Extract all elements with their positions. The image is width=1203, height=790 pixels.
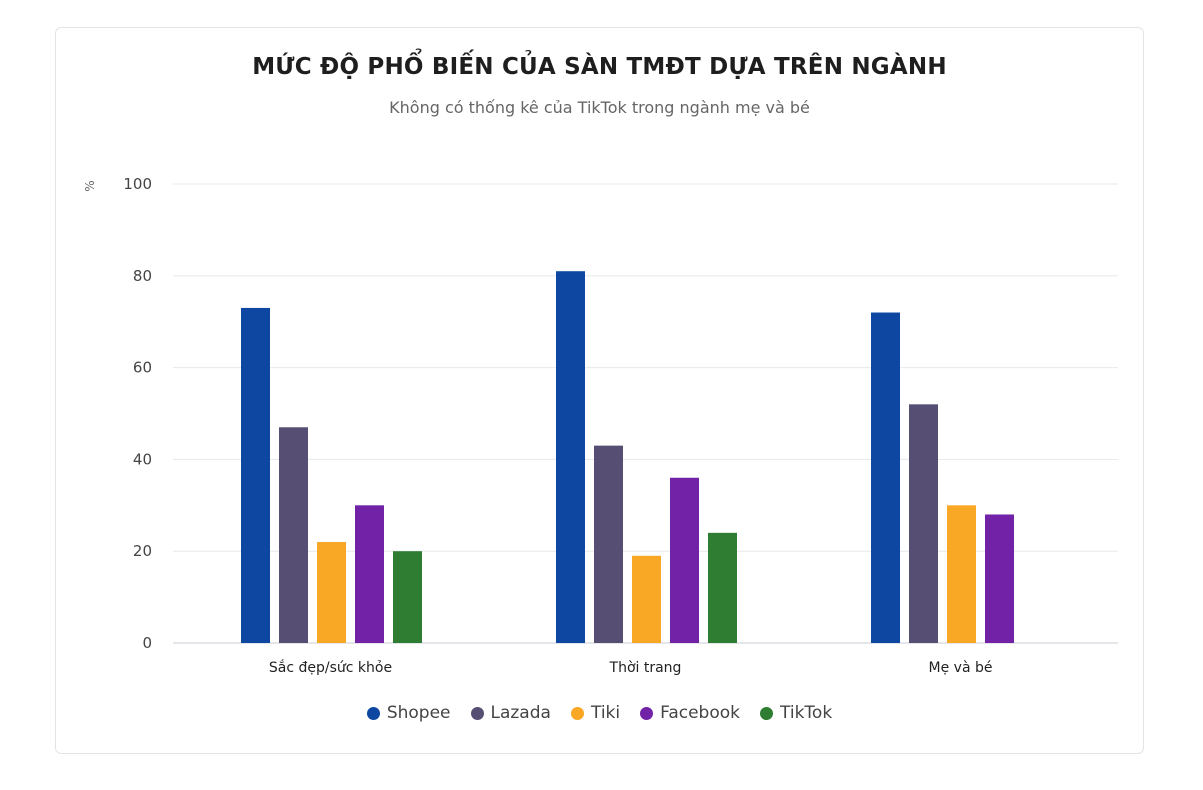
legend: Shopee Lazada Tiki Facebook TikTok (56, 703, 1143, 723)
legend-marker-icon (570, 706, 584, 720)
x-tick-label: Mẹ và bé (929, 660, 993, 676)
y-tick-label: 0 (142, 634, 152, 652)
legend-label: TikTok (780, 703, 833, 723)
y-tick-label: 20 (133, 542, 152, 560)
bar-shopee[interactable] (556, 271, 585, 643)
y-tick-label: 40 (133, 450, 152, 468)
y-tick-label: 100 (123, 175, 152, 193)
bar-facebook[interactable] (355, 505, 384, 643)
bar-tiki[interactable] (317, 542, 346, 643)
legend-marker-icon (640, 706, 654, 720)
y-tick-label: 80 (133, 267, 152, 285)
legend-label: Shopee (386, 703, 451, 723)
bar-facebook[interactable] (985, 514, 1014, 643)
y-axis-unit: % (83, 180, 97, 191)
bar-tiki[interactable] (947, 505, 976, 643)
chart-subtitle: Không có thống kê của TikTok trong ngành… (389, 98, 810, 117)
legend-marker-icon (366, 706, 380, 720)
legend-item-shopee[interactable]: Shopee (366, 703, 451, 723)
legend-marker-icon (470, 706, 484, 720)
legend-item-facebook[interactable]: Facebook (640, 703, 740, 723)
bar-tiktok[interactable] (708, 532, 737, 643)
chart-title: MỨC ĐỘ PHỔ BIẾN CỦA SÀN TMĐT DỰA TRÊN NG… (252, 54, 947, 80)
legend-item-tiktok[interactable]: TikTok (760, 703, 832, 723)
legend-label: Tiki (590, 703, 621, 723)
chart-card: MỨC ĐỘ PHỔ BIẾN CỦA SÀN TMĐT DỰA TRÊN NG… (55, 27, 1144, 754)
bar-tiki[interactable] (632, 555, 661, 643)
bar-tiktok[interactable] (393, 551, 422, 643)
bar-lazada[interactable] (594, 445, 623, 643)
bar-facebook[interactable] (670, 477, 699, 643)
y-tick-label: 60 (133, 359, 152, 377)
legend-label: Lazada (490, 703, 551, 723)
bar-shopee[interactable] (871, 312, 900, 643)
bar-lazada[interactable] (909, 404, 938, 643)
x-tick-label: Sắc đẹp/sức khỏe (269, 659, 392, 676)
legend-item-tiki[interactable]: Tiki (570, 703, 621, 723)
plot-area: 0 20 40 60 80 100% Sắc đẹp/sức khỏe Thời trang M… (83, 175, 1118, 676)
legend-item-lazada[interactable]: Lazada (470, 703, 551, 723)
x-tick-label: Thời trang (609, 660, 682, 676)
legend-marker-icon (760, 706, 773, 720)
bar-lazada[interactable] (279, 427, 308, 643)
bar-shopee[interactable] (241, 307, 270, 643)
legend-label: Facebook (660, 703, 740, 723)
